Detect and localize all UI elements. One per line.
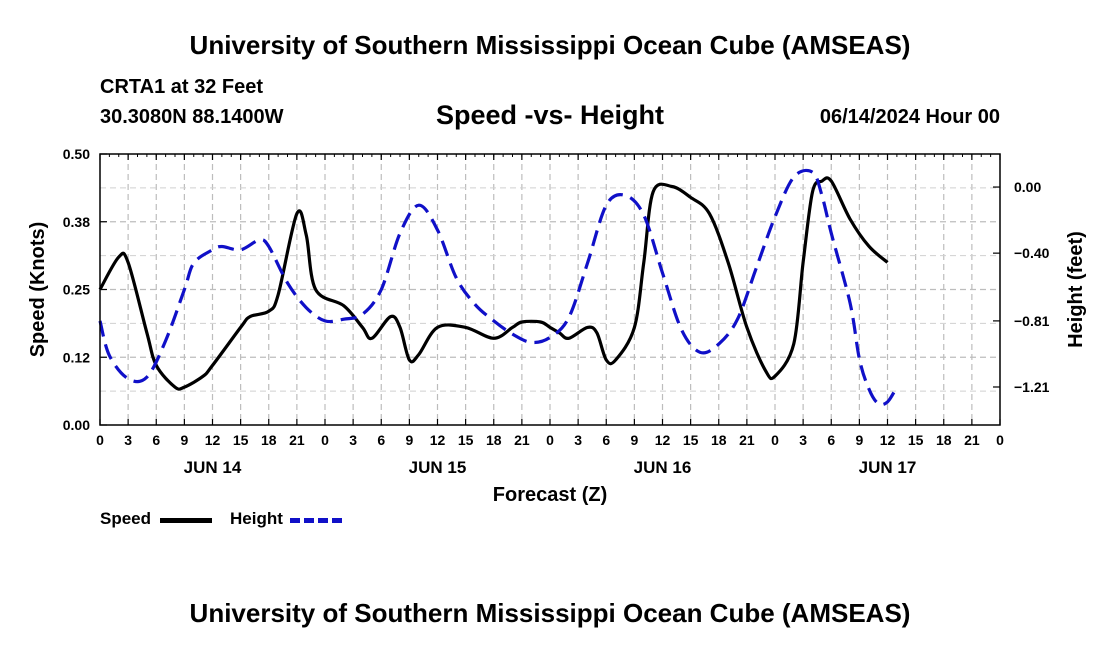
x-tick-label: 6 — [827, 432, 835, 448]
y2-tick-label: −0.81 — [1014, 313, 1050, 329]
y2-tick-label: −0.40 — [1014, 245, 1050, 261]
x-tick-label: 12 — [655, 432, 671, 448]
y-tick-label: 0.50 — [63, 146, 90, 162]
y2-tick-label: −1.21 — [1014, 379, 1050, 395]
x-tick-label: 15 — [233, 432, 249, 448]
x-tick-label: 0 — [321, 432, 329, 448]
y-tick-label: 0.25 — [63, 282, 90, 298]
footer-title: University of Southern Mississippi Ocean… — [189, 598, 911, 628]
y-axis-title: Speed (Knots) — [27, 222, 49, 358]
axis-labels: 0 3 6 9 12 15 18 21 0 3 6 9 12 15 18 21 0 3 6 9 12 15 18 21 0 3 6 9… — [27, 146, 1087, 506]
legend-speed-label: Speed — [100, 509, 152, 528]
x-tick-label: 9 — [405, 432, 413, 448]
day-label: JUN 16 — [634, 458, 692, 477]
day-label: JUN 15 — [409, 458, 467, 477]
grid — [100, 154, 1000, 425]
legend-height-swatch — [290, 518, 342, 523]
x-tick-label: 21 — [289, 432, 305, 448]
x-tick-label: 0 — [96, 432, 104, 448]
y-tick-label: 0.38 — [63, 214, 90, 230]
legend-speed-swatch — [160, 518, 212, 523]
x-tick-label: 18 — [936, 432, 952, 448]
series-line-height — [98, 168, 899, 407]
x-tick-label: 6 — [602, 432, 610, 448]
x-tick-label: 18 — [261, 432, 277, 448]
x-tick-label: 0 — [771, 432, 779, 448]
y2-tick-label: 0.00 — [1014, 179, 1041, 195]
x-tick-label: 9 — [855, 432, 863, 448]
x-tick-label: 9 — [180, 432, 188, 448]
x-tick-label: 0 — [996, 432, 1004, 448]
y2-axis-title: Height (feet) — [1065, 231, 1087, 348]
x-tick-label: 15 — [683, 432, 699, 448]
day-label: JUN 17 — [859, 458, 917, 477]
chart-subtitle: Speed -vs- Height — [435, 100, 665, 130]
x-tick-label: 3 — [574, 432, 582, 448]
x-tick-label: 15 — [908, 432, 924, 448]
y-tick-label: 0.12 — [63, 349, 90, 365]
series-line-speed — [98, 176, 889, 391]
y-tick-label: 0.00 — [63, 417, 90, 433]
x-tick-label: 18 — [711, 432, 727, 448]
x-axis-title: Forecast (Z) — [493, 484, 607, 506]
main-title: University of Southern Mississippi Ocean… — [189, 30, 911, 60]
day-label: JUN 14 — [184, 458, 242, 477]
ticks — [99, 153, 1001, 426]
x-tick-label: 3 — [799, 432, 807, 448]
x-tick-label: 12 — [205, 432, 221, 448]
x-tick-label: 21 — [964, 432, 980, 448]
x-tick-label: 21 — [514, 432, 530, 448]
x-tick-label: 3 — [349, 432, 357, 448]
x-tick-label: 3 — [124, 432, 132, 448]
x-tick-label: 15 — [458, 432, 474, 448]
legend-height-label: Height — [230, 509, 283, 528]
coordinates-label: 30.3080N 88.1400W — [100, 106, 284, 128]
forecast-datetime: 06/14/2024 Hour 00 — [819, 106, 1000, 128]
x-tick-label: 12 — [880, 432, 896, 448]
series — [98, 168, 899, 407]
x-tick-label: 6 — [377, 432, 385, 448]
x-tick-label: 12 — [430, 432, 446, 448]
x-tick-label: 18 — [486, 432, 502, 448]
x-tick-label: 21 — [739, 432, 755, 448]
x-tick-label: 0 — [546, 432, 554, 448]
x-tick-label: 9 — [630, 432, 638, 448]
station-label: CRTA1 at 32 Feet — [100, 76, 264, 98]
x-tick-label: 6 — [152, 432, 160, 448]
